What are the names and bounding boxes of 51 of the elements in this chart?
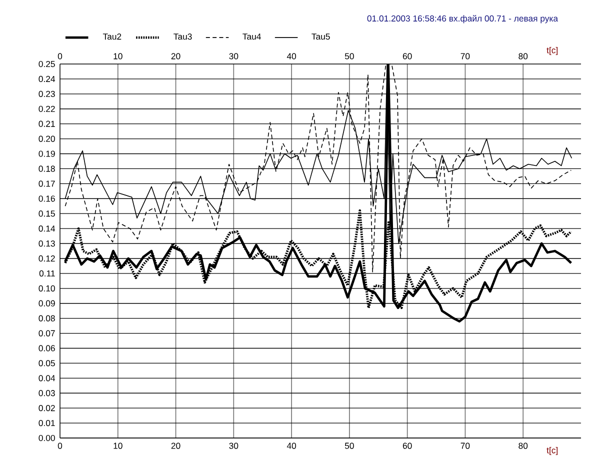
y-tick-label: 0.17 xyxy=(38,180,55,187)
x2-tick-label: 20 xyxy=(171,442,180,449)
y-tick-label: 0.21 xyxy=(38,120,55,127)
y-tick-label: 0.01 xyxy=(38,420,55,426)
legend-label: Tau2 xyxy=(102,34,122,40)
x-tick-label: 60 xyxy=(402,53,412,60)
y-tick-label: 0.13 xyxy=(38,240,55,247)
x2-tick-label: 70 xyxy=(460,442,470,449)
x-tick-label: 20 xyxy=(171,53,180,60)
x-axis-title: t[c] xyxy=(546,446,558,456)
y-tick-label: 0.20 xyxy=(38,136,55,142)
x2-tick-label: 40 xyxy=(286,442,296,449)
x-tick-label: 10 xyxy=(114,53,122,60)
y-tick-label: 0.05 xyxy=(38,360,55,366)
x-tick-label: 70 xyxy=(460,53,470,60)
y-tick-label: 0.02 xyxy=(38,405,55,412)
y-tick-label: 0.10 xyxy=(38,285,55,292)
y-tick-label: 0.11 xyxy=(39,270,55,277)
legend-label: Tau4 xyxy=(242,34,261,40)
y-tick-label: 0.00 xyxy=(38,434,55,442)
x-tick-label: 80 xyxy=(518,53,528,60)
x-tick-label: 50 xyxy=(344,53,354,60)
x2-tick-label: 30 xyxy=(229,442,238,449)
y-tick-label: 0.22 xyxy=(38,106,55,112)
x2-tick-label: 50 xyxy=(344,442,354,449)
x2-axis-title: t[c] xyxy=(546,46,558,56)
y-tick-label: 0.25 xyxy=(38,60,55,68)
y-tick-label: 0.08 xyxy=(38,315,55,322)
y-tick-label: 0.19 xyxy=(38,150,55,157)
y-tick-label: 0.18 xyxy=(38,166,55,172)
legend-label: Tau5 xyxy=(312,34,330,40)
x2-tick-label: 80 xyxy=(518,442,528,449)
legend-label: Tau3 xyxy=(174,34,192,40)
x2-tick-label: 10 xyxy=(114,442,122,449)
y-tick-label: 0.09 xyxy=(38,300,55,306)
x2-tick-label: 60 xyxy=(402,442,412,449)
x-tick-label: 0 xyxy=(58,53,62,60)
x-tick-label: 40 xyxy=(286,53,296,60)
y-tick-label: 0.14 xyxy=(38,226,56,232)
chart-title: 01.01.2003 16:58:46 вх.файл 00.71 - левая рука xyxy=(367,15,558,24)
y-tick-label: 0.15 xyxy=(38,210,55,217)
y-tick-label: 0.24 xyxy=(38,76,56,82)
y-tick-label: 0.03 xyxy=(38,390,55,396)
y-tick-label: 0.04 xyxy=(38,375,56,382)
y-tick-label: 0.06 xyxy=(38,345,55,352)
y-tick-label: 0.16 xyxy=(38,196,55,202)
y-tick-label: 0.12 xyxy=(38,255,55,262)
y-tick-label: 0.23 xyxy=(38,90,55,97)
x2-tick-label: 0 xyxy=(58,442,62,449)
y-tick-label: 0.07 xyxy=(38,330,55,336)
x-tick-label: 30 xyxy=(229,53,238,60)
